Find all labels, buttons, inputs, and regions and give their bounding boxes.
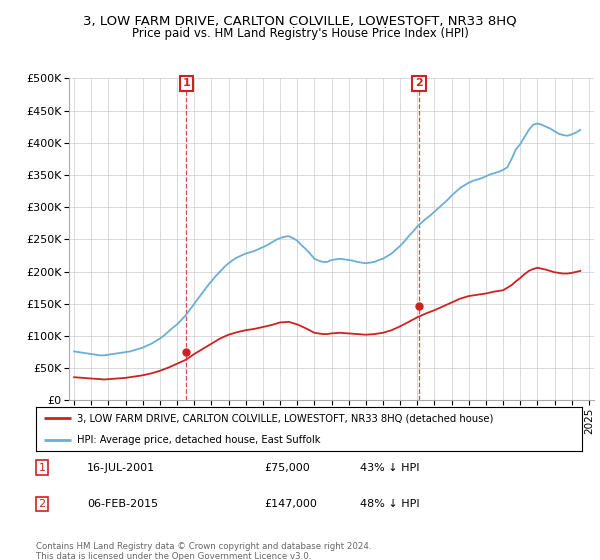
Text: 3, LOW FARM DRIVE, CARLTON COLVILLE, LOWESTOFT, NR33 8HQ (detached house): 3, LOW FARM DRIVE, CARLTON COLVILLE, LOW… bbox=[77, 413, 493, 423]
Text: 48% ↓ HPI: 48% ↓ HPI bbox=[360, 499, 419, 509]
Text: 3, LOW FARM DRIVE, CARLTON COLVILLE, LOWESTOFT, NR33 8HQ: 3, LOW FARM DRIVE, CARLTON COLVILLE, LOW… bbox=[83, 14, 517, 27]
Text: Contains HM Land Registry data © Crown copyright and database right 2024.
This d: Contains HM Land Registry data © Crown c… bbox=[36, 542, 371, 560]
Text: 2: 2 bbox=[415, 78, 423, 88]
Text: 2: 2 bbox=[38, 499, 46, 509]
Text: 43% ↓ HPI: 43% ↓ HPI bbox=[360, 463, 419, 473]
Text: £75,000: £75,000 bbox=[264, 463, 310, 473]
Text: 06-FEB-2015: 06-FEB-2015 bbox=[87, 499, 158, 509]
Text: £147,000: £147,000 bbox=[264, 499, 317, 509]
Text: 1: 1 bbox=[38, 463, 46, 473]
Text: 1: 1 bbox=[182, 78, 190, 88]
Text: HPI: Average price, detached house, East Suffolk: HPI: Average price, detached house, East… bbox=[77, 435, 320, 445]
Text: 16-JUL-2001: 16-JUL-2001 bbox=[87, 463, 155, 473]
Text: Price paid vs. HM Land Registry's House Price Index (HPI): Price paid vs. HM Land Registry's House … bbox=[131, 27, 469, 40]
